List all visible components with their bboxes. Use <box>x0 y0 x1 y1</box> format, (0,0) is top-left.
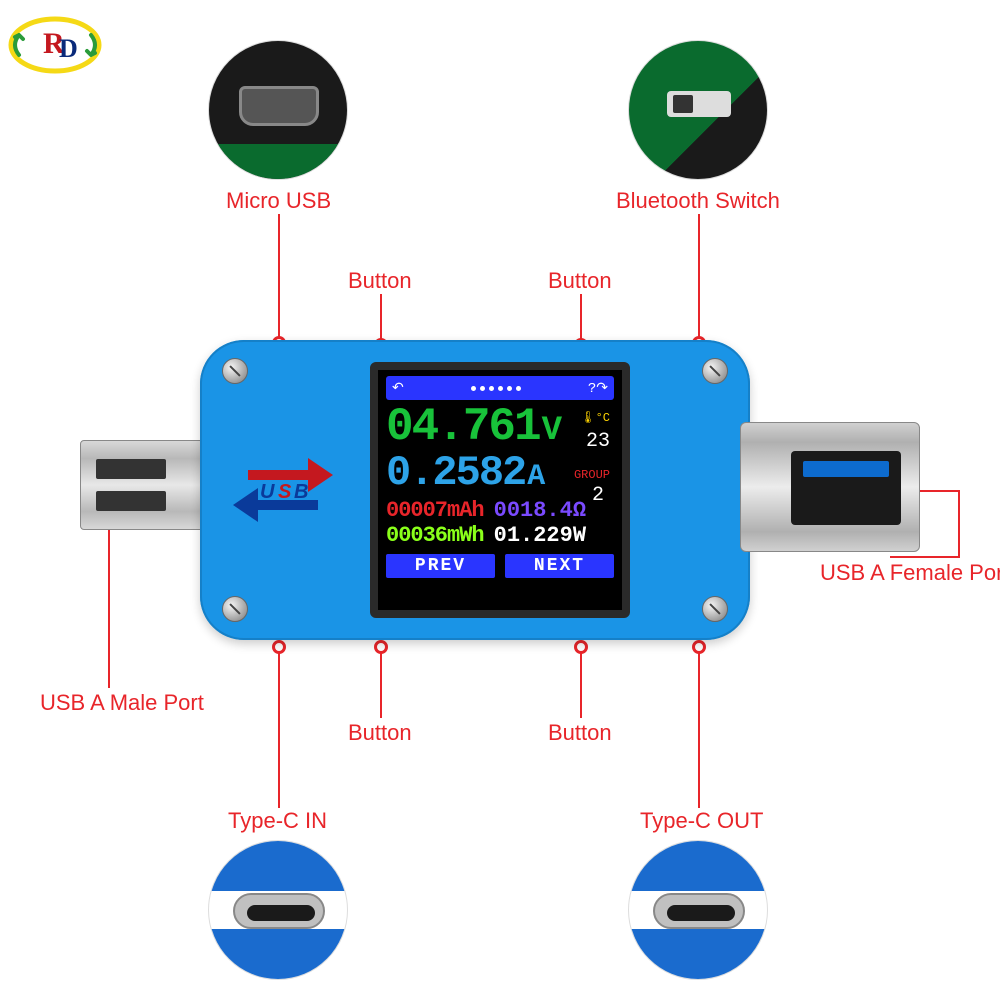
mah-value: 00007mAh <box>386 498 484 523</box>
label-type-c-out: Type-C OUT <box>640 808 763 834</box>
detail-bluetooth-switch <box>628 40 768 180</box>
temp-icon: 🌡°C <box>580 410 610 425</box>
prev-button[interactable]: PREV <box>386 554 495 578</box>
current-value: 0.2582 <box>386 452 525 494</box>
voltage-unit: V <box>542 412 562 450</box>
help-icon: ?↷ <box>588 380 608 397</box>
label-button-br: Button <box>548 720 612 746</box>
svg-text:B: B <box>294 481 308 503</box>
ohm-value: 0018.4Ω <box>494 498 586 523</box>
voltage-value: 04.761 <box>386 404 540 450</box>
label-button-bl: Button <box>348 720 412 746</box>
current-unit: A <box>527 460 545 494</box>
label-button-tl: Button <box>348 268 412 294</box>
label-micro-usb: Micro USB <box>226 188 331 214</box>
usb-a-female-port <box>740 422 920 552</box>
lcd-screen: ↶ ?↷ 04.761 V 🌡°C 23 0.2582 A GROUP 2 00… <box>370 362 630 618</box>
svg-text:S: S <box>278 481 292 503</box>
detail-type-c-in <box>208 840 348 980</box>
back-icon: ↶ <box>392 380 404 397</box>
mwh-value: 00036mWh <box>386 523 484 548</box>
temp-value: 23 <box>586 430 610 453</box>
lcd-topbar: ↶ ?↷ <box>386 376 614 400</box>
label-button-tr: Button <box>548 268 612 294</box>
label-usb-a-male: USB A Male Port <box>40 690 204 716</box>
usb-arrows-icon: U S B <box>228 440 338 540</box>
detail-type-c-out <box>628 840 768 980</box>
next-button[interactable]: NEXT <box>505 554 614 578</box>
usb-tester-device: U S B ↶ ?↷ 04.761 V 🌡°C 23 0.2582 A GROU… <box>80 340 920 660</box>
usb-text: U <box>260 481 275 503</box>
usb-a-male-port <box>80 440 210 530</box>
detail-micro-usb <box>208 40 348 180</box>
label-type-c-in: Type-C IN <box>228 808 327 834</box>
svg-text:D: D <box>59 34 78 63</box>
device-body: U S B ↶ ?↷ 04.761 V 🌡°C 23 0.2582 A GROU… <box>200 340 750 640</box>
watt-value: 01.229W <box>494 523 586 548</box>
brand-logo: R D <box>5 5 105 85</box>
label-bluetooth: Bluetooth Switch <box>616 188 780 214</box>
group-label: GROUP <box>574 468 610 482</box>
group-value: 2 <box>592 484 604 507</box>
